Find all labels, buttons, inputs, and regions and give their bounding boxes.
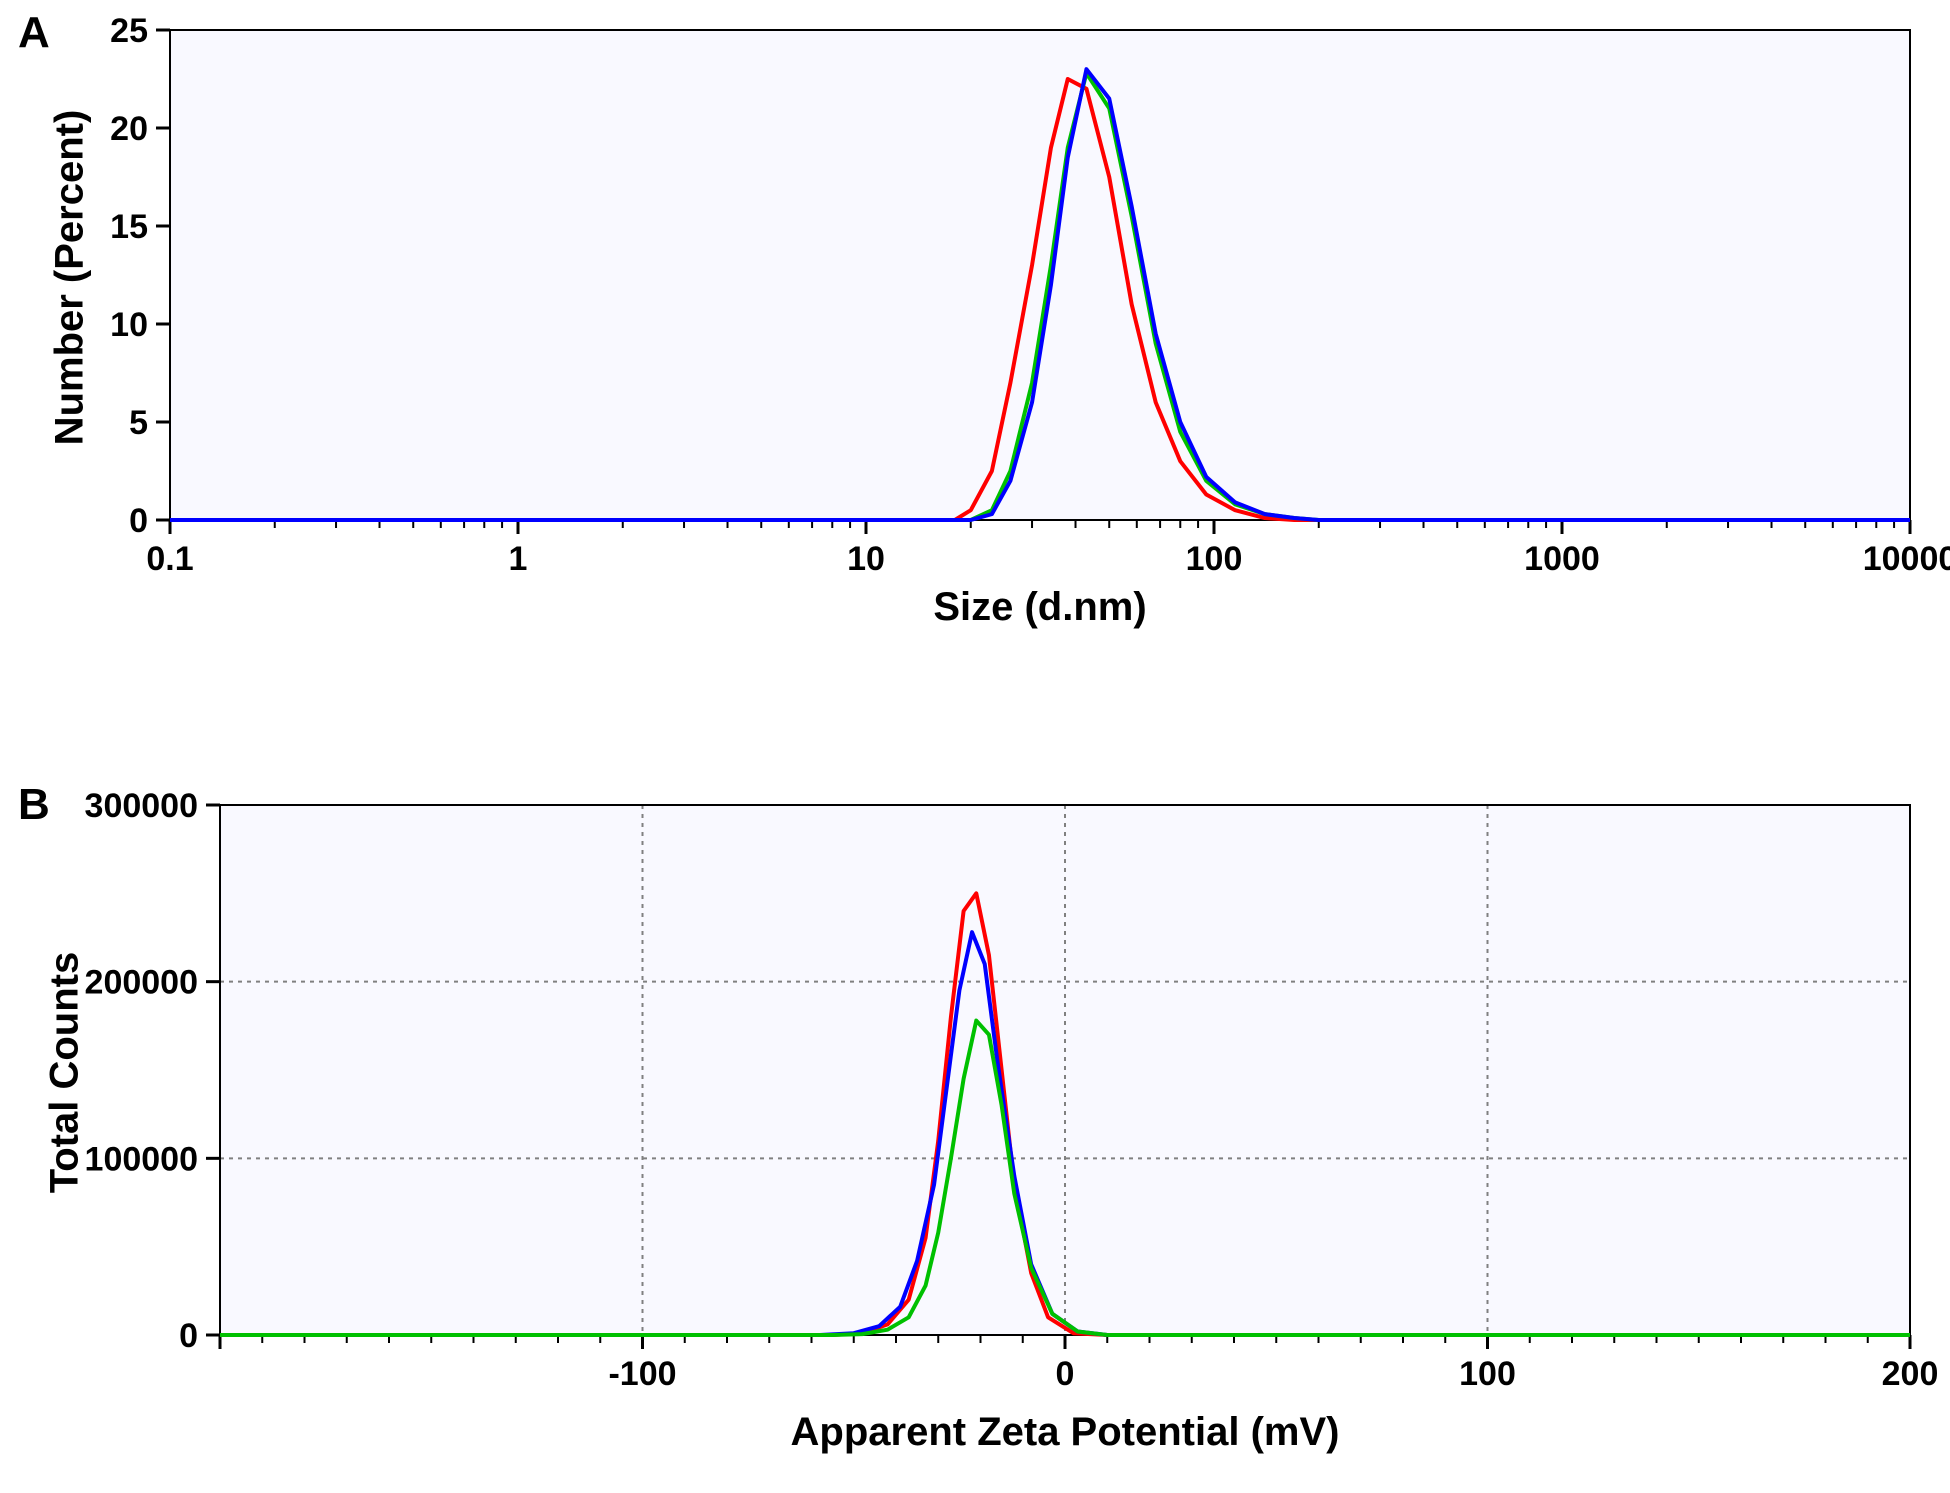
svg-text:300000: 300000 — [85, 787, 198, 825]
svg-text:200: 200 — [1882, 1355, 1939, 1393]
svg-text:5: 5 — [129, 404, 148, 442]
figure-container: A 0.11101001000100000510152025 Number (P… — [0, 0, 1950, 1493]
svg-text:200000: 200000 — [85, 964, 198, 1002]
svg-text:100: 100 — [1459, 1355, 1516, 1393]
svg-text:0: 0 — [179, 1317, 198, 1355]
svg-text:0.1: 0.1 — [146, 540, 193, 578]
svg-text:0: 0 — [1056, 1355, 1075, 1393]
svg-text:10: 10 — [847, 540, 885, 578]
panel-b-chart: -100 0 100 200 0 100000 200000 300000 — [0, 780, 1950, 1480]
panel-a-ylabel: Number (Percent) — [48, 78, 93, 478]
svg-text:1: 1 — [509, 540, 528, 578]
svg-text:10000: 10000 — [1863, 540, 1950, 578]
svg-text:100: 100 — [1186, 540, 1243, 578]
panel-a-chart: 0.1 1 10 100 1000 10000 0 5 10 15 20 25 — [0, 0, 1950, 640]
svg-text:100000: 100000 — [85, 1140, 198, 1178]
panel-a-xlabel: Size (d.nm) — [170, 585, 1910, 630]
svg-text:-100: -100 — [608, 1355, 676, 1393]
panel-b-xlabel: Apparent Zeta Potential (mV) — [220, 1410, 1910, 1455]
svg-text:1000: 1000 — [1524, 540, 1600, 578]
svg-text:10: 10 — [110, 306, 148, 344]
svg-text:0: 0 — [129, 502, 148, 540]
svg-text:25: 25 — [110, 12, 148, 50]
svg-text:20: 20 — [110, 110, 148, 148]
svg-text:15: 15 — [110, 208, 148, 246]
panel-b-ylabel: Total Counts — [43, 923, 88, 1223]
